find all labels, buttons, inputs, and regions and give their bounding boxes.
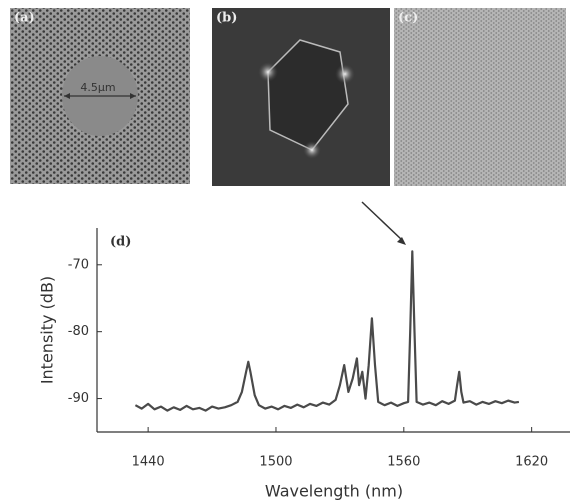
scale-annotation: 4.5μm — [80, 81, 115, 94]
y-tick-label: -70 — [68, 257, 89, 272]
y-tick-label: -80 — [68, 324, 89, 339]
x-tick-label: 1560 — [387, 455, 420, 470]
arrow — [361, 201, 403, 241]
x-tick-label: 1500 — [259, 455, 292, 470]
y-tick-label: -90 — [68, 391, 89, 406]
panel-label: (a) — [14, 11, 35, 26]
spectrum-line — [134, 250, 520, 412]
panel-label: (b) — [216, 11, 237, 26]
x-tick-label: 1440 — [132, 455, 165, 470]
x-axis-title: Wavelength (nm) — [265, 482, 403, 501]
panel-label: (c) — [398, 11, 418, 26]
image-a: 4.5μm (a) — [10, 8, 190, 184]
panel-label: (d) — [110, 235, 131, 250]
x-tick-label: 1620 — [515, 455, 548, 470]
image-b: (b) — [212, 8, 390, 186]
y-axis-title: Intensity (dB) — [38, 276, 57, 384]
arrow-head — [397, 237, 406, 245]
image-c: (c) — [394, 8, 566, 186]
